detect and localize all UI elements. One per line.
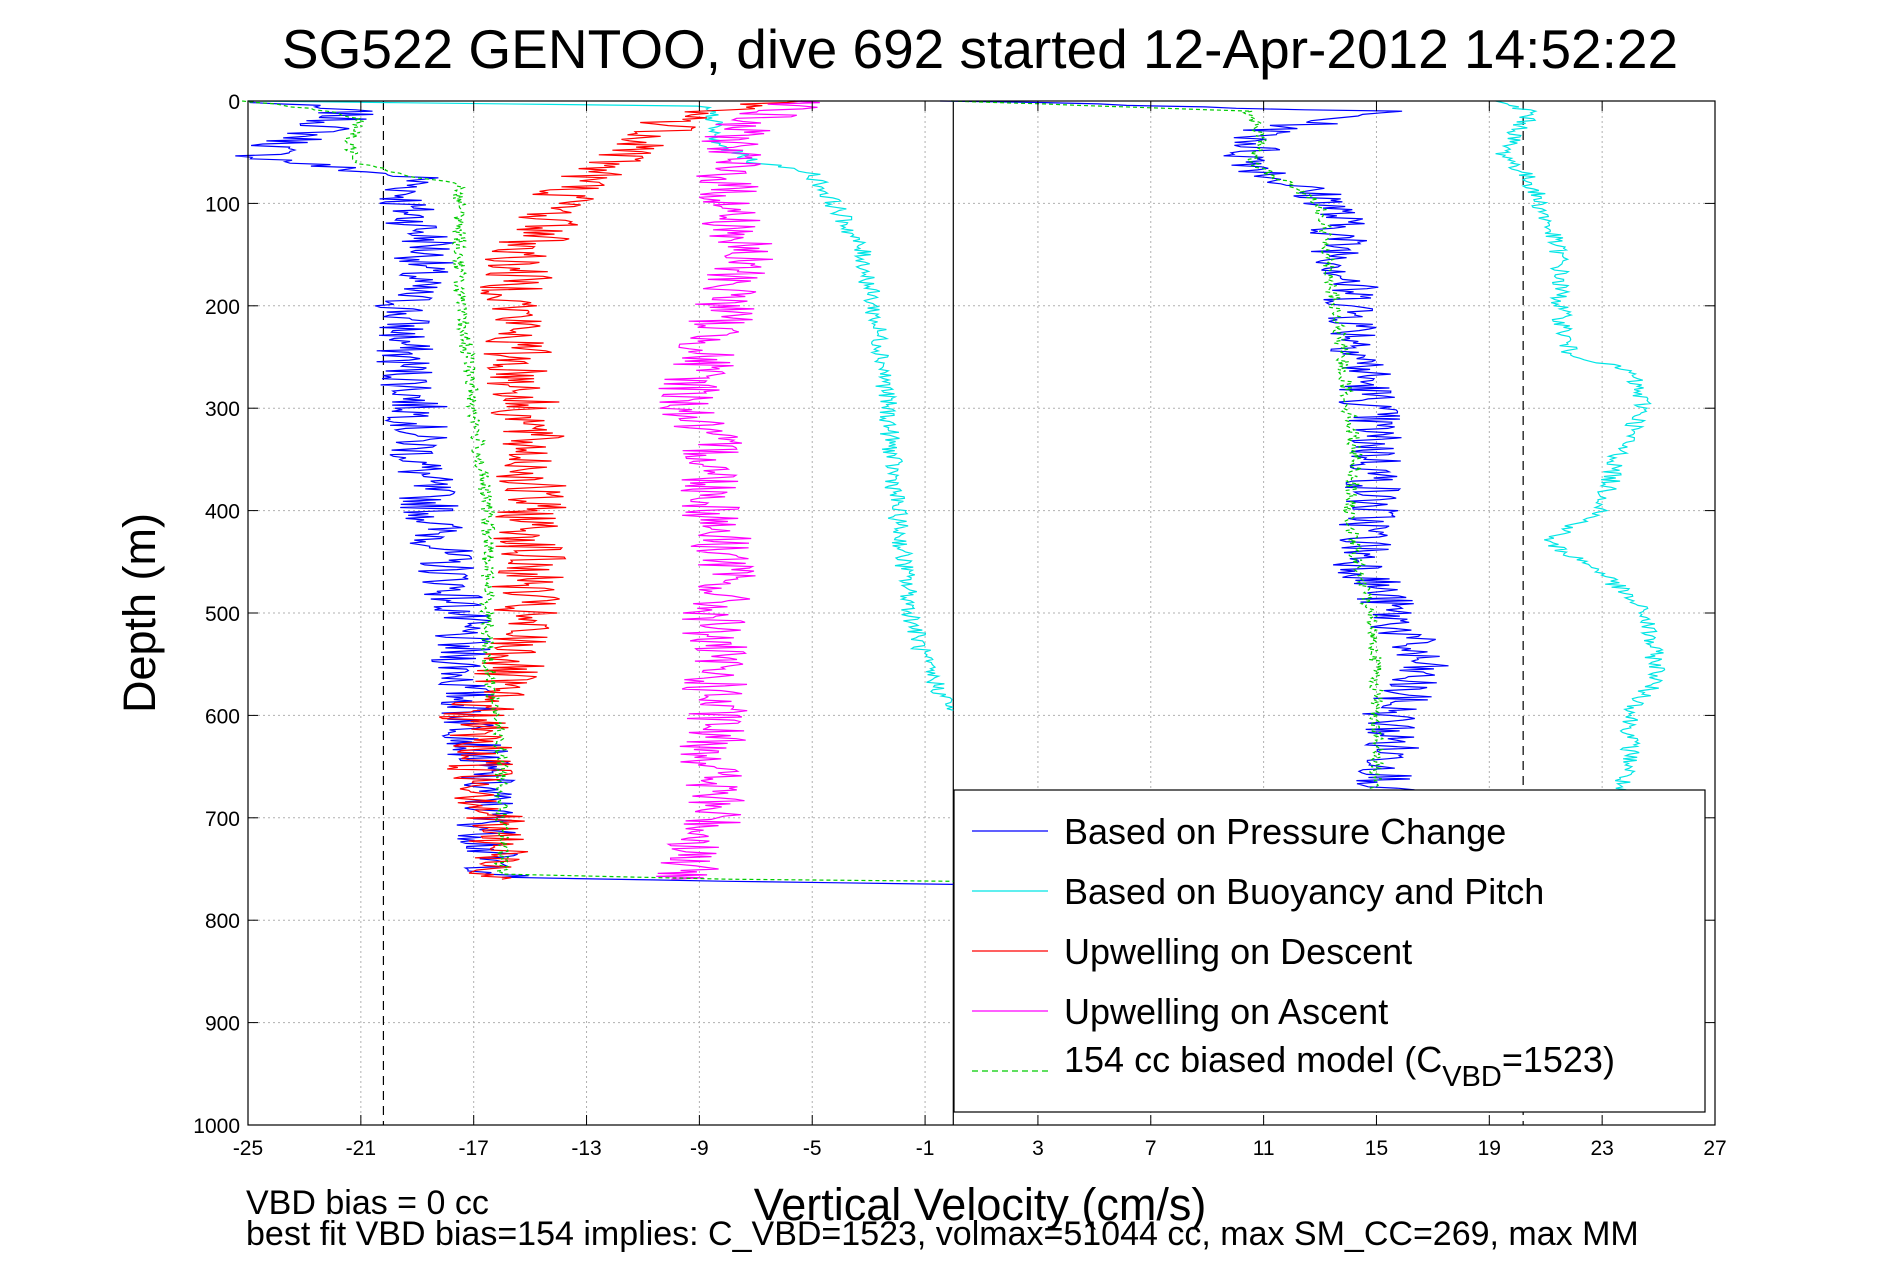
legend-label-buoyancy: Based on Buoyancy and Pitch: [1064, 871, 1544, 912]
y-tick-label: 500: [205, 603, 240, 626]
legend-label-pressure: Based on Pressure Change: [1064, 811, 1506, 852]
legend-label-biased-model-subscript: VBD: [1442, 1061, 1502, 1093]
legend: Based on Pressure Change Based on Buoyan…: [953, 789, 1706, 1113]
series-line-1-ascent: [1495, 100, 1666, 819]
series-line-0-descent: [235, 100, 954, 885]
x-tick-label: -1: [916, 1137, 935, 1160]
x-tick-label: -9: [690, 1137, 709, 1160]
legend-label-biased-model-suffix: =1523): [1502, 1039, 1615, 1080]
x-tick-label: 3: [1032, 1137, 1044, 1160]
y-tick-label: 700: [205, 808, 240, 831]
x-tick-label: 7: [1145, 1137, 1157, 1160]
x-axis-label: Vertical Velocity (cm/s): [754, 1179, 1207, 1230]
series-line-2-descent: [439, 100, 802, 880]
x-tick-label: -25: [233, 1137, 263, 1160]
chart-title: SG522 GENTOO, dive 692 started 12-Apr-20…: [282, 18, 1678, 80]
y-tick-label: 800: [205, 910, 240, 933]
y-tick-label: 200: [205, 296, 240, 319]
y-tick-label: 100: [205, 193, 240, 216]
legend-box: [953, 789, 1706, 1113]
series-line-4-ascent: [951, 100, 1385, 819]
x-ticks: -25 -21 -17 -13 -9 -5 -1 3 7 11 15 19 23 27: [233, 101, 1727, 1160]
y-tick-label: 400: [205, 501, 240, 524]
footer-line-2: best fit VBD bias=154 implies: C_VBD=152…: [246, 1215, 1639, 1253]
y-axis-label: Depth (m): [114, 513, 165, 713]
footer-line-1: VBD bias = 0 cc: [246, 1184, 489, 1222]
x-tick-label: 15: [1365, 1137, 1388, 1160]
series-line-3-descent: [656, 100, 820, 880]
legend-label-upwelling-descent: Upwelling on Descent: [1064, 931, 1412, 972]
series-line-0-ascent: [940, 100, 1449, 819]
y-tick-label: 1000: [193, 1115, 240, 1138]
legend-label-upwelling-ascent: Upwelling on Ascent: [1064, 991, 1388, 1032]
x-tick-label: 11: [1253, 1137, 1275, 1160]
x-tick-label: -5: [803, 1137, 822, 1160]
series-line-4-descent: [242, 100, 954, 882]
x-tick-label: -13: [571, 1137, 601, 1160]
x-tick-label: -17: [459, 1137, 489, 1160]
x-tick-label: 23: [1590, 1137, 1613, 1160]
x-tick-label: -21: [346, 1137, 376, 1160]
y-tick-label: 0: [228, 91, 240, 114]
legend-label-biased-model: 154 cc biased model (CVBD=1523): [1064, 1039, 1615, 1093]
reference-lines: [382, 101, 1524, 1125]
x-tick-label: 19: [1478, 1137, 1501, 1160]
y-ticks: 0 100 200 300 400 500 600 700 800 900 1000: [193, 91, 1715, 1138]
x-tick-label: 27: [1703, 1137, 1726, 1160]
y-tick-label: 300: [205, 398, 240, 421]
series-line-1-descent: [247, 100, 954, 711]
legend-label-biased-model-main: 154 cc biased model (C: [1064, 1039, 1442, 1080]
y-tick-label: 900: [205, 1013, 240, 1036]
series-layer: [235, 100, 1666, 885]
y-tick-label: 600: [205, 705, 240, 728]
